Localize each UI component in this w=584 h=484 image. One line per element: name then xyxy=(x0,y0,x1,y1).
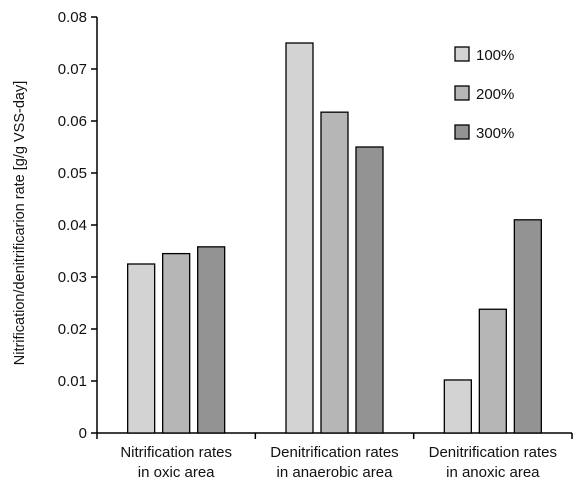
legend-label: 300% xyxy=(476,125,514,142)
x-category-label: in anaerobic area xyxy=(277,464,394,481)
legend-swatch xyxy=(454,85,470,101)
bar-200pct-cat1 xyxy=(162,252,191,434)
y-tick-label: 0.08 xyxy=(58,9,87,26)
x-axis xyxy=(96,432,573,439)
bar-200pct-cat3 xyxy=(478,308,507,434)
y-tick-label: 0 xyxy=(79,425,87,442)
y-axis-title: Nitrification/denitrificarion rate [g/g … xyxy=(12,81,28,366)
bar-200pct-cat2 xyxy=(320,111,349,434)
bar-300pct-cat3 xyxy=(513,219,542,434)
y-tick-label: 0.01 xyxy=(58,373,87,390)
x-category-label: Nitrification rates xyxy=(120,444,232,461)
y-tick-label: 0.02 xyxy=(58,321,87,338)
y-tick-label: 0.06 xyxy=(58,113,87,130)
x-category-label: Denitrification rates xyxy=(429,444,557,461)
legend-swatch xyxy=(454,124,470,140)
category-labels: Nitrification rates in oxic area Denitrifi… xyxy=(120,444,557,481)
bar-100pct-cat3 xyxy=(443,379,472,434)
bars xyxy=(127,42,542,434)
bar-300pct-cat1 xyxy=(197,246,226,434)
bar-300pct-cat2 xyxy=(355,146,384,434)
y-tick-label: 0.03 xyxy=(58,269,87,286)
y-tick-label: 0.04 xyxy=(58,217,87,234)
bar-100pct-cat1 xyxy=(127,263,156,434)
bar-100pct-cat2 xyxy=(285,42,314,434)
legend-label: 200% xyxy=(476,86,514,103)
y-tick-label: 0.07 xyxy=(58,61,87,78)
x-category-label: in oxic area xyxy=(138,464,215,481)
x-category-label: Denitrification rates xyxy=(270,444,398,461)
x-category-label: in anoxic area xyxy=(446,464,540,481)
legend: 100% 200% 300% xyxy=(454,46,514,142)
y-tick-label: 0.05 xyxy=(58,165,87,182)
legend-label: 100% xyxy=(476,47,514,64)
legend-swatch xyxy=(454,46,470,62)
y-axis: 0 0.01 0.02 0.03 0.04 0.05 0.06 0.07 0.08 xyxy=(58,9,98,442)
